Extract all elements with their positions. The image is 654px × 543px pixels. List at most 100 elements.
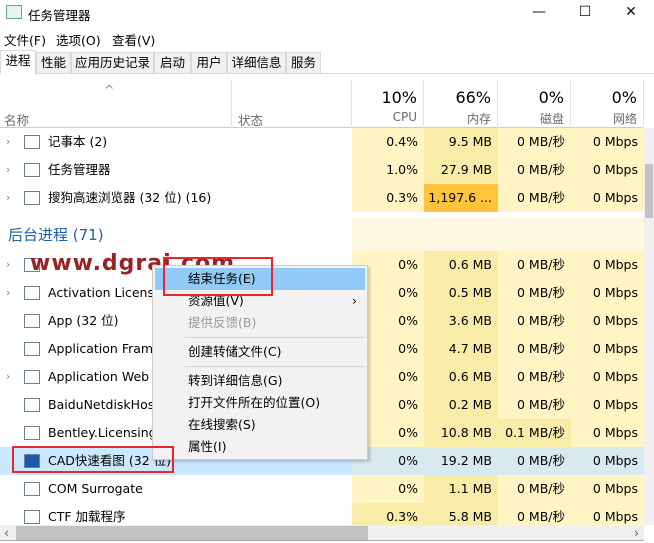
group-header-background: 后台进程 (71) xyxy=(0,218,644,251)
process-name: 搜狗高速浏览器 (32 位) (16) xyxy=(48,190,212,205)
table-row[interactable]: › 任务管理器 1.0% 27.9 MB 0 MB/秒 0 Mbps xyxy=(0,156,644,184)
process-name: 记事本 (2) xyxy=(48,134,108,149)
cell-disk: 0 MB/秒 xyxy=(498,335,571,363)
menu-properties[interactable]: 属性(I) xyxy=(188,439,227,454)
cell-disk: 0 MB/秒 xyxy=(498,279,571,307)
tab-services[interactable]: 服务 xyxy=(286,52,321,74)
cell-disk: 0 MB/秒 xyxy=(498,156,571,184)
tab-users[interactable]: 用户 xyxy=(191,52,227,74)
horizontal-scrollbar[interactable]: ‹ › xyxy=(0,525,644,541)
expand-icon[interactable]: › xyxy=(6,163,11,176)
cell-disk: 0 MB/秒 xyxy=(498,391,571,419)
process-icon xyxy=(24,426,40,440)
sort-up-icon: ^ xyxy=(104,82,115,97)
menu-search-online[interactable]: 在线搜索(S) xyxy=(188,417,256,432)
process-list: › 记事本 (2) 0.4% 9.5 MB 0 MB/秒 0 Mbps › 任务管理器 1.0%… xyxy=(0,128,644,525)
menu-separator xyxy=(185,337,365,338)
title-bar: 任务管理器 — ☐ ✕ xyxy=(0,0,654,26)
expand-icon[interactable]: › xyxy=(6,135,11,148)
menu-view[interactable]: 查看(V) xyxy=(112,33,156,48)
process-name: BaiduNetdiskHost xyxy=(48,397,160,412)
menu-resource-values[interactable]: 资源值(V) › xyxy=(155,290,365,312)
menu-separator xyxy=(185,366,365,367)
header-disk[interactable]: 0% 磁盘 xyxy=(498,80,571,128)
cell-disk: 0.1 MB/秒 xyxy=(498,419,571,447)
cell-mem: 0.2 MB xyxy=(424,391,498,419)
menu-open-file-location[interactable]: 打开文件所在的位置(O) xyxy=(188,395,321,410)
cell-net: 0 Mbps xyxy=(571,251,644,279)
scroll-thumb-horizontal[interactable] xyxy=(16,526,368,540)
menu-create-dump[interactable]: 创建转储文件(C) xyxy=(188,344,282,359)
cell-name: › 任务管理器 xyxy=(0,156,232,184)
task-manager-icon xyxy=(6,5,22,19)
cell-net: 0 Mbps xyxy=(571,307,644,335)
header-cpu[interactable]: 10% CPU xyxy=(352,80,424,128)
cell-status xyxy=(232,184,352,212)
cell-mem: 4.7 MB xyxy=(424,335,498,363)
cell-disk: 0 MB/秒 xyxy=(498,503,571,525)
cell-name: CAD快速看图 (32 位) xyxy=(0,447,232,475)
cell-name: › 搜狗高速浏览器 (32 位) (16) xyxy=(0,184,232,212)
expand-icon[interactable]: › xyxy=(6,258,11,271)
expand-icon[interactable]: › xyxy=(6,191,11,204)
cell-net: 0 Mbps xyxy=(571,447,644,475)
table-row[interactable]: › 记事本 (2) 0.4% 9.5 MB 0 MB/秒 0 Mbps xyxy=(0,128,644,156)
cell-net: 0 Mbps xyxy=(571,128,644,156)
cell-disk: 0 MB/秒 xyxy=(498,184,571,212)
table-row[interactable]: CAD快速看图 (32 位) 0% 19.2 MB 0 MB/秒 0 Mbps xyxy=(0,447,644,475)
menu-options[interactable]: 选项(O) xyxy=(56,33,101,48)
process-icon xyxy=(24,258,40,272)
cell-net: 0 Mbps xyxy=(571,363,644,391)
cell-mem: 9.5 MB xyxy=(424,128,498,156)
maximize-button[interactable]: ☐ xyxy=(578,4,592,20)
cell-mem: 1.1 MB xyxy=(424,475,498,503)
table-row[interactable]: App (32 位) 0% 3.6 MB 0 MB/秒 0 Mbps xyxy=(0,307,644,335)
expand-icon[interactable]: › xyxy=(6,370,11,383)
annotation-box-end-task xyxy=(163,257,273,296)
scroll-right-icon[interactable]: › xyxy=(634,525,639,540)
tab-processes[interactable]: 进程 xyxy=(0,50,36,75)
scroll-thumb[interactable] xyxy=(645,164,653,218)
cell-name: App (32 位) xyxy=(0,307,232,335)
process-name: App (32 位) xyxy=(48,313,119,328)
scroll-left-icon[interactable]: ‹ xyxy=(4,525,9,540)
cell-cpu: 0.3% xyxy=(352,184,424,212)
process-icon xyxy=(24,135,40,149)
expand-icon[interactable]: › xyxy=(6,286,11,299)
table-row[interactable]: CTF 加载程序 0.3% 5.8 MB 0 MB/秒 0 Mbps xyxy=(0,503,644,525)
menu-end-task[interactable]: 结束任务(E) xyxy=(155,268,365,290)
menu-go-to-details[interactable]: 转到详细信息(G) xyxy=(188,373,283,388)
header-network[interactable]: 0% 网络 xyxy=(571,80,644,128)
close-button[interactable]: ✕ xyxy=(625,4,637,20)
table-row[interactable]: COM Surrogate 0% 1.1 MB 0 MB/秒 0 Mbps xyxy=(0,475,644,503)
tab-details[interactable]: 详细信息 xyxy=(227,52,286,74)
cell-net: 0 Mbps xyxy=(571,335,644,363)
header-name[interactable]: ^ 名称 xyxy=(0,80,232,128)
header-status[interactable]: 状态 xyxy=(232,80,352,128)
submenu-arrow-icon: › xyxy=(352,293,357,308)
tab-performance[interactable]: 性能 xyxy=(36,52,71,74)
cell-name: BaiduNetdiskHost xyxy=(0,391,232,419)
menu-file[interactable]: 文件(F) xyxy=(4,33,46,48)
column-header: ^ 名称 状态 10% CPU 66% 内存 0% 磁盘 0% 网络 xyxy=(0,80,644,128)
header-memory[interactable]: 66% 内存 xyxy=(424,80,498,128)
table-row[interactable]: BaiduNetdiskHost 0% 0.2 MB 0 MB/秒 0 Mbps xyxy=(0,391,644,419)
window-title: 任务管理器 xyxy=(28,8,91,23)
cell-mem: 5.8 MB xyxy=(424,503,498,525)
cell-status xyxy=(232,475,352,503)
process-name: CTF 加载程序 xyxy=(48,509,126,524)
cell-net: 0 Mbps xyxy=(571,279,644,307)
vertical-scrollbar[interactable] xyxy=(644,128,654,525)
table-row[interactable]: › 搜狗高速浏览器 (32 位) (16) 0.3% 1,197.6 ... 0 MB/… xyxy=(0,184,644,212)
process-icon xyxy=(24,454,40,468)
cell-disk: 0 MB/秒 xyxy=(498,307,571,335)
process-icon xyxy=(24,191,40,205)
cell-cpu: 1.0% xyxy=(352,156,424,184)
tab-app-history[interactable]: 应用历史记录 xyxy=(71,52,154,74)
tab-startup[interactable]: 启动 xyxy=(154,52,191,74)
process-icon xyxy=(24,342,40,356)
menu-bar: 文件(F) 选项(O) 查看(V) xyxy=(0,26,654,48)
process-icon xyxy=(24,163,40,177)
cell-net: 0 Mbps xyxy=(571,184,644,212)
minimize-button[interactable]: — xyxy=(532,4,546,20)
